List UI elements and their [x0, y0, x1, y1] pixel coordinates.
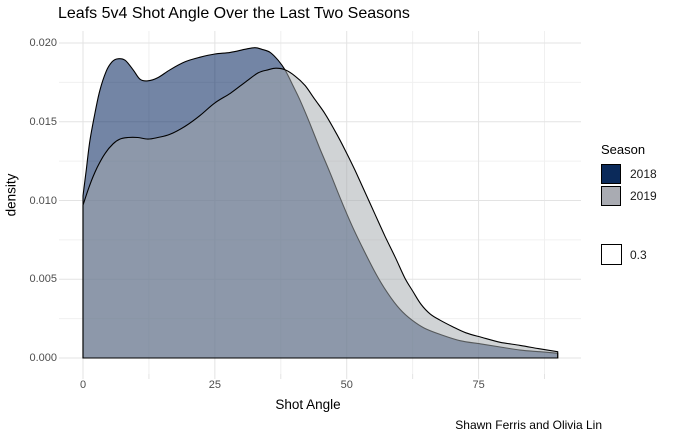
chart-caption: Shawn Ferris and Olivia Lin: [455, 418, 602, 432]
y-tick-0.015: 0.015: [29, 115, 57, 128]
x-tick-25: 25: [208, 379, 221, 391]
x-tick-75: 75: [472, 379, 485, 391]
legend-label-2018: 2018: [630, 167, 657, 181]
y-tick-0.000: 0.000: [29, 352, 57, 364]
legend-swatch-alpha: [601, 244, 622, 265]
x-axis-title: Shot Angle: [275, 397, 341, 412]
legend-swatch-2018: [601, 164, 621, 184]
legend-season: Season 2018 2019: [601, 142, 677, 208]
x-tick-0: 0: [79, 379, 87, 391]
legend-title: Season: [601, 142, 646, 157]
y-tick-0.010: 0.010: [29, 194, 57, 207]
chart-title: Leafs 5v4 Shot Angle Over the Last Two S…: [58, 5, 410, 22]
y-tick-0.005: 0.005: [29, 273, 57, 286]
legend-label-alpha: 0.3: [630, 247, 647, 262]
legend-alpha: 0.3: [601, 244, 647, 265]
legend-item-2019: 2019: [601, 186, 677, 206]
y-tick-0.020: 0.020: [29, 37, 57, 49]
x-tick-50: 50: [340, 379, 353, 391]
legend-label-2019: 2019: [630, 189, 657, 203]
density-area-2019: [82, 67, 559, 359]
legend-swatch-2019: [601, 186, 621, 206]
legend-item-2018: 2018: [601, 164, 677, 184]
